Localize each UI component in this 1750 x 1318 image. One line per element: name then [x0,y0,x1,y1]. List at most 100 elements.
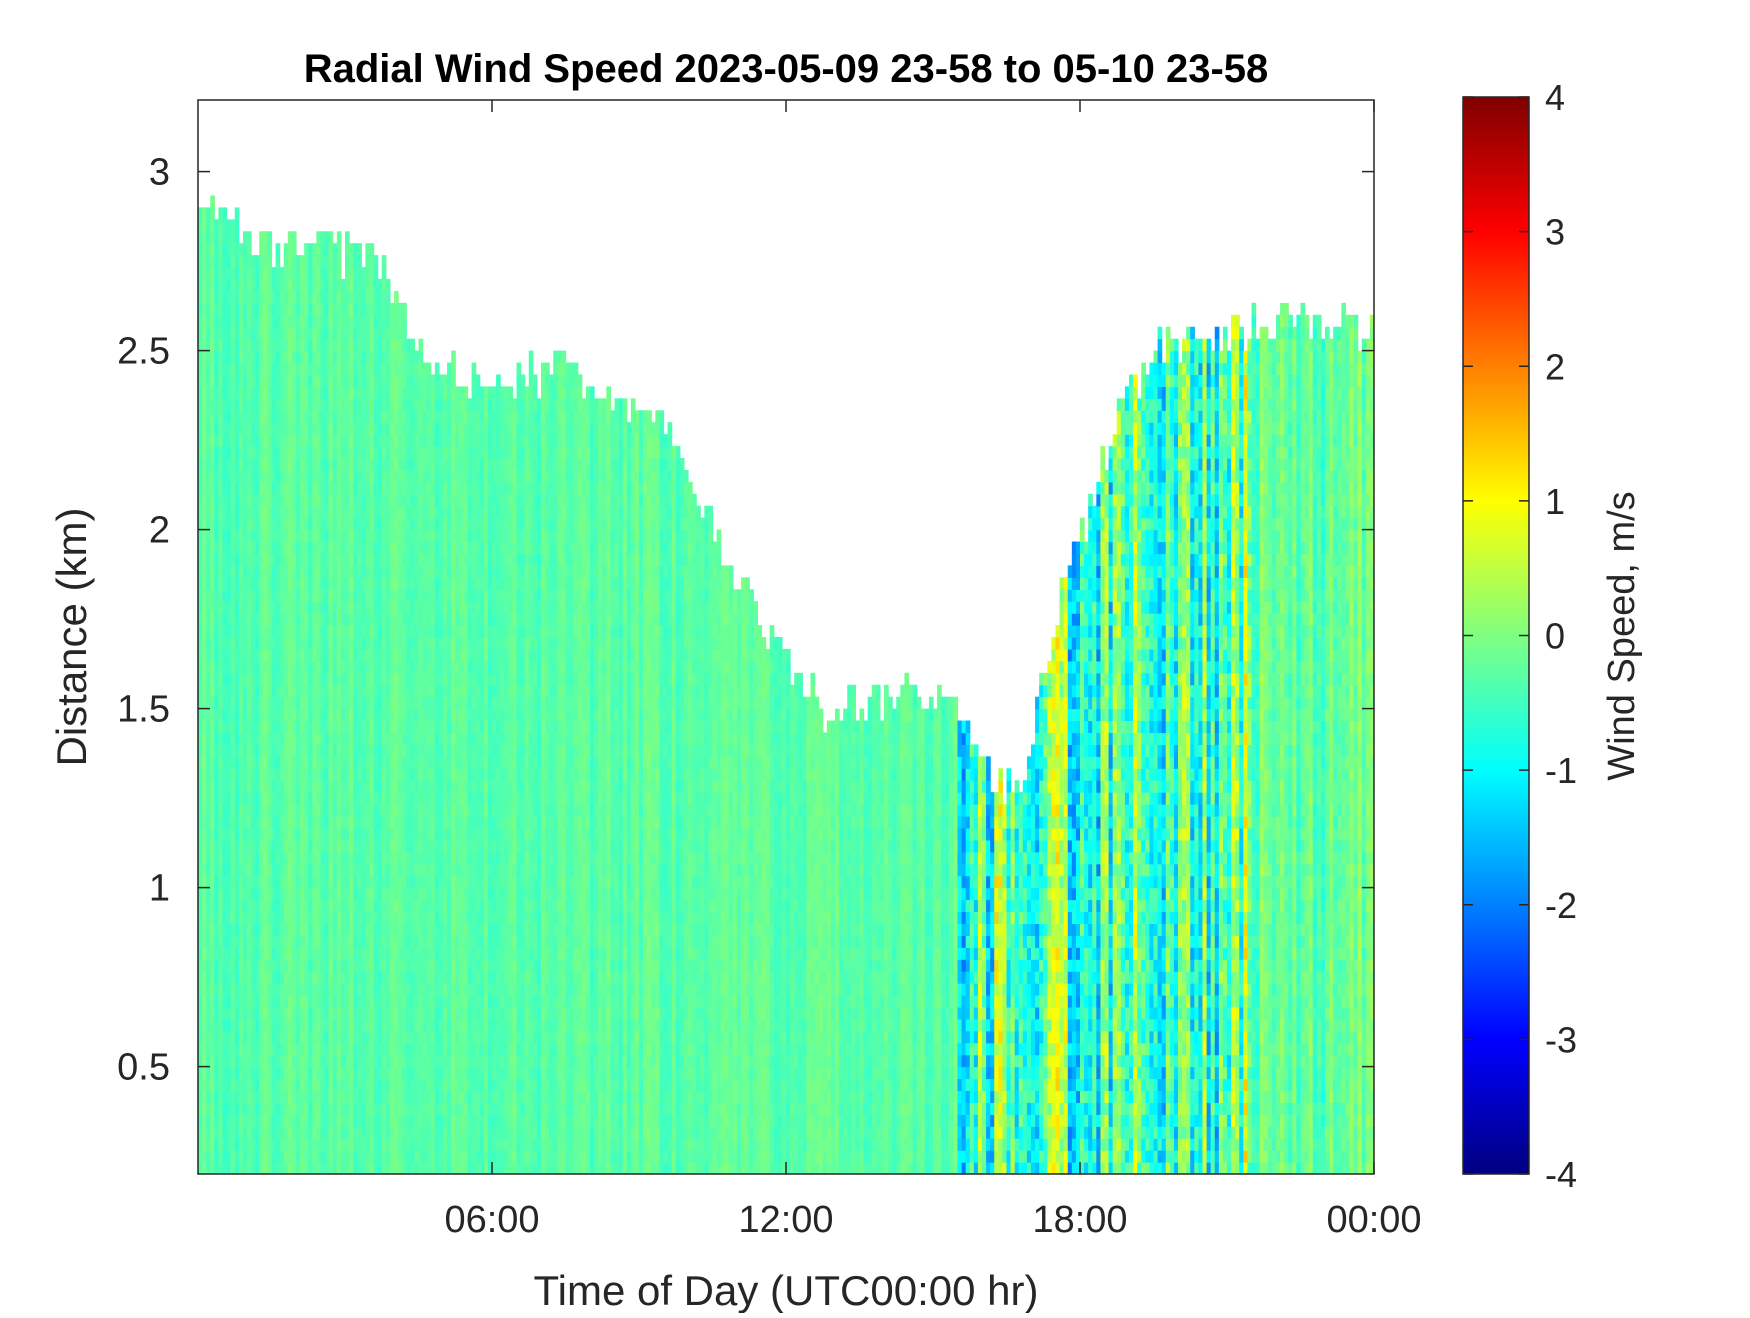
heatmap-cell [402,1114,407,1127]
heatmap-cell [300,1102,305,1115]
heatmap-cell [214,434,220,447]
heatmap-cell [210,398,215,411]
heatmap-cell [426,517,432,531]
heatmap-cell [336,267,342,280]
heatmap-cell [377,625,383,638]
heatmap-cell [410,398,416,411]
heatmap-cell [361,434,367,447]
heatmap-cell [291,827,297,841]
heatmap-cell [316,792,322,805]
heatmap-cell [251,1030,256,1044]
heatmap-cell [324,553,330,566]
heatmap-cell [247,302,252,316]
heatmap-cell [251,565,256,578]
heatmap-cell [259,756,264,769]
heatmap-cell [463,708,469,722]
heatmap-cell [438,1138,444,1151]
heatmap-cell [410,422,416,435]
heatmap-cell [389,911,395,924]
heatmap-cell [349,362,354,376]
heatmap-cell [275,255,281,268]
heatmap-cell [234,839,240,853]
heatmap-cell [361,541,367,555]
heatmap-cell [373,708,379,722]
heatmap-cell [259,863,264,877]
heatmap-cell [316,648,322,662]
heatmap-cell [308,983,313,996]
heatmap-cell [242,684,248,698]
heatmap-cell [381,1162,387,1174]
heatmap-cell [398,1054,403,1068]
heatmap-cell [410,983,416,996]
heatmap-cell [206,1054,211,1068]
heatmap-cell [455,1090,460,1103]
heatmap-cell [414,744,420,757]
heatmap-cell [300,267,305,280]
heatmap-cell [206,792,211,805]
heatmap-cell [218,207,224,220]
heatmap-cell [451,720,456,734]
heatmap-cell [434,1114,440,1127]
heatmap-cell [202,219,207,232]
heatmap-cell [373,935,379,948]
heatmap-cell [230,875,236,889]
heatmap-cell [242,792,248,805]
heatmap-cell [398,1114,403,1127]
heatmap-cell [430,374,436,387]
heatmap-cell [459,577,465,590]
heatmap-cell [332,804,338,817]
heatmap-cell [353,517,358,531]
heatmap-cell [459,613,465,626]
heatmap-cell [230,434,236,447]
heatmap-cell [218,1126,224,1139]
heatmap-cell [394,1078,399,1092]
heatmap-cell [202,290,207,304]
heatmap-cell [226,804,232,817]
heatmap-cell [202,899,207,913]
heatmap-cell [361,1042,367,1056]
heatmap-cell [438,1078,444,1092]
heatmap-cell [357,971,362,984]
heatmap-cell [332,517,338,531]
heatmap-cell [242,1066,248,1080]
heatmap-cell [373,1090,379,1103]
heatmap-cell [316,756,322,769]
heatmap-cell [357,1126,362,1139]
heatmap-cell [365,935,371,948]
heatmap-cell [320,935,326,948]
heatmap-cell [447,553,452,566]
heatmap-cell [218,1042,224,1056]
heatmap-cell [365,1138,371,1151]
heatmap-cell [336,446,342,459]
heatmap-cell [377,386,383,399]
heatmap-cell [238,589,244,602]
heatmap-cell [349,660,354,674]
heatmap-cell [287,613,293,626]
heatmap-cell [202,410,207,423]
heatmap-cell [202,839,207,853]
heatmap-cell [381,792,387,805]
heatmap-cell [361,660,367,674]
heatmap-cell [328,613,334,626]
heatmap-cell [381,1042,387,1056]
heatmap-cell [447,935,452,948]
heatmap-cell [259,374,264,387]
heatmap-cell [410,851,416,865]
heatmap-cell [406,827,411,841]
heatmap-cell [340,792,346,805]
heatmap-cell [308,1066,313,1080]
heatmap-cell [447,756,452,769]
heatmap-cell [455,410,460,423]
heatmap-cell [279,1162,285,1174]
heatmap-cell [296,1078,301,1092]
heatmap-cell [283,458,289,471]
heatmap-cell [418,613,424,626]
heatmap-cell [434,1078,440,1092]
heatmap-cell [455,386,460,399]
heatmap-cell [402,1102,407,1115]
heatmap-cell [242,768,248,781]
heatmap-cell [259,911,264,924]
heatmap-cell [345,744,350,757]
heatmap-cell [389,553,395,566]
heatmap-cell [332,302,338,316]
